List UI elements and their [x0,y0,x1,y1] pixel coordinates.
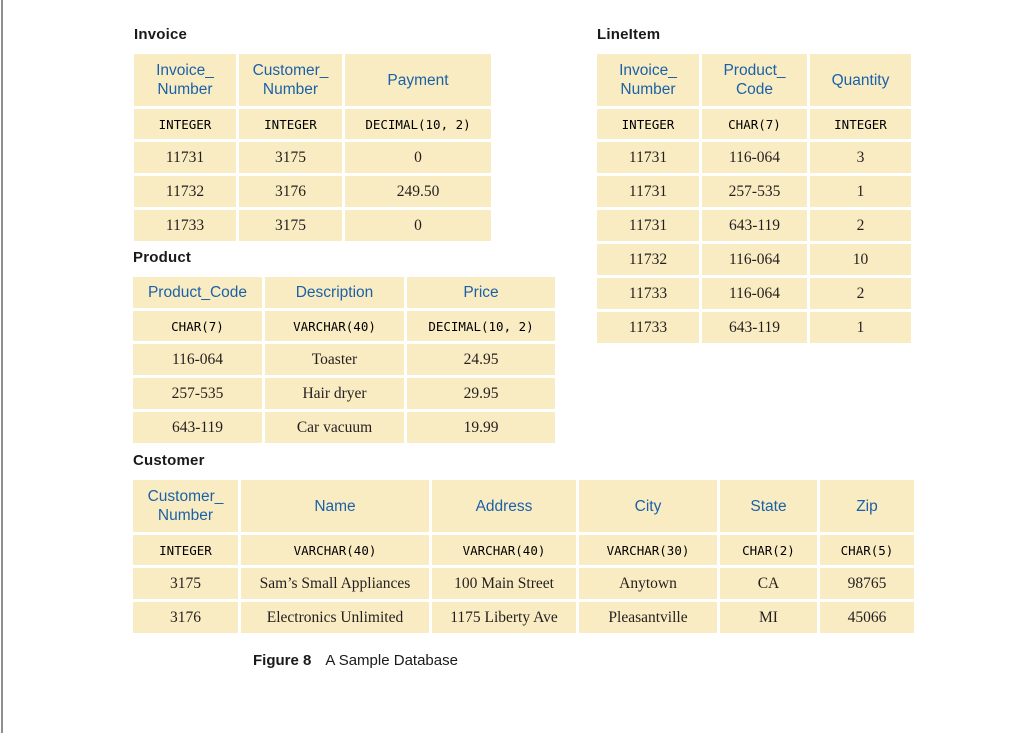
type-cell: INTEGER [133,535,238,565]
column-header-cell: Payment [345,54,491,106]
column-header-cell: State [720,480,817,532]
data-cell: 116-064 [702,244,807,275]
data-cell: 116-064 [702,142,807,173]
type-cell: CHAR(7) [702,109,807,139]
data-cell: Anytown [579,568,717,599]
column-header-cell: Zip [820,480,914,532]
column-header-cell: Description [265,277,404,308]
type-cell: CHAR(2) [720,535,817,565]
table-grid-lineitem: Invoice_ Number Product_ Code Quantity INTE… [597,54,911,343]
column-header-cell: Quantity [810,54,911,106]
type-cell: DECIMAL(10, 2) [345,109,491,139]
figure-caption-label: Figure 8 [253,652,312,669]
type-cell: INTEGER [239,109,342,139]
table-title-lineitem: LineItem [597,26,661,43]
data-cell: 249.50 [345,176,491,207]
column-header-cell: Invoice_ Number [597,54,699,106]
table-grid-product: Product_Code Description Price CHAR(7) VARCH… [133,277,555,443]
data-cell: 11731 [597,176,699,207]
data-cell: Car vacuum [265,412,404,443]
data-cell: 643-119 [702,312,807,343]
data-cell: 11731 [597,210,699,241]
data-cell: 3175 [133,568,238,599]
table-grid-customer: Customer_ Number Name Address City State Zip I… [133,480,914,633]
data-cell: 257-535 [702,176,807,207]
column-header-cell: Price [407,277,555,308]
data-cell: Hair dryer [265,378,404,409]
data-cell: 3176 [239,176,342,207]
data-cell: 98765 [820,568,914,599]
column-header-cell: Customer_ Number [133,480,238,532]
table-title-product: Product [133,249,192,266]
data-cell: 1 [810,176,911,207]
data-cell: Toaster [265,344,404,375]
data-cell: 19.99 [407,412,555,443]
type-cell: DECIMAL(10, 2) [407,311,555,341]
column-header-cell: Product_Code [133,277,262,308]
table-lineitem: LineItem Invoice_ Number Product_ Code Qua… [597,26,911,343]
data-cell: Pleasantville [579,602,717,633]
data-cell: 0 [345,210,491,241]
data-cell: 11731 [597,142,699,173]
data-cell: 11731 [134,142,236,173]
data-cell: 10 [810,244,911,275]
data-cell: 0 [345,142,491,173]
table-title-customer: Customer [133,452,205,469]
data-cell: 2 [810,278,911,309]
column-header-cell: Address [432,480,576,532]
table-customer: Customer Customer_ Number Name Address City… [133,452,914,633]
data-cell: 3176 [133,602,238,633]
type-cell: INTEGER [134,109,236,139]
type-cell: VARCHAR(40) [241,535,429,565]
column-header-cell: City [579,480,717,532]
data-cell: 3175 [239,210,342,241]
data-cell: 2 [810,210,911,241]
data-cell: 3175 [239,142,342,173]
data-cell: 643-119 [702,210,807,241]
data-cell: 116-064 [133,344,262,375]
type-cell: INTEGER [597,109,699,139]
data-cell: 257-535 [133,378,262,409]
type-cell: CHAR(7) [133,311,262,341]
page-left-rule [1,0,3,733]
data-cell: 1175 Liberty Ave [432,602,576,633]
data-cell: 643-119 [133,412,262,443]
table-title-invoice: Invoice [134,26,188,43]
data-cell: 11732 [134,176,236,207]
column-header-cell: Invoice_ Number [134,54,236,106]
data-cell: MI [720,602,817,633]
data-cell: CA [720,568,817,599]
data-cell: 11733 [597,312,699,343]
type-cell: VARCHAR(40) [265,311,404,341]
data-cell: 11733 [134,210,236,241]
figure-caption: Figure 8 A Sample Database [253,652,458,670]
type-cell: INTEGER [810,109,911,139]
data-cell: 3 [810,142,911,173]
type-cell: VARCHAR(30) [579,535,717,565]
data-cell: Electronics Unlimited [241,602,429,633]
table-invoice: Invoice Invoice_ Number Customer_ Number P… [134,26,491,241]
table-product: Product Product_Code Description Price CHAR… [133,249,555,443]
column-header-cell: Product_ Code [702,54,807,106]
type-cell: VARCHAR(40) [432,535,576,565]
data-cell: 1 [810,312,911,343]
data-cell: 45066 [820,602,914,633]
data-cell: 116-064 [702,278,807,309]
data-cell: Sam’s Small Appliances [241,568,429,599]
data-cell: 11733 [597,278,699,309]
data-cell: 11732 [597,244,699,275]
column-header-cell: Customer_ Number [239,54,342,106]
figure-caption-text: A Sample Database [325,652,458,669]
table-grid-invoice: Invoice_ Number Customer_ Number Payment IN… [134,54,491,241]
column-header-cell: Name [241,480,429,532]
data-cell: 29.95 [407,378,555,409]
data-cell: 100 Main Street [432,568,576,599]
type-cell: CHAR(5) [820,535,914,565]
data-cell: 24.95 [407,344,555,375]
